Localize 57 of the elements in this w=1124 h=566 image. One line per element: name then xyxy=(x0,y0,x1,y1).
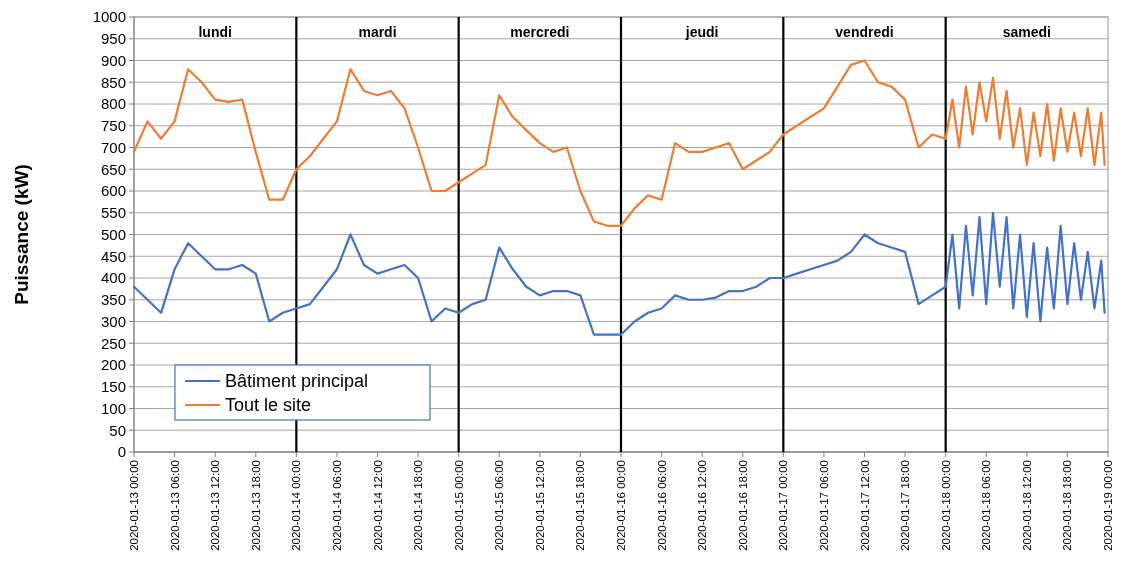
x-tick-label: 2020-01-14 18:00 xyxy=(412,460,425,551)
x-tick-label: 2020-01-18 00:00 xyxy=(939,460,952,551)
y-tick-label: 950 xyxy=(100,30,126,47)
y-tick-label: 350 xyxy=(100,291,126,308)
x-tick-label: 2020-01-16 00:00 xyxy=(615,460,628,551)
y-tick-label: 800 xyxy=(100,95,126,113)
y-tick-label: 400 xyxy=(100,269,126,287)
y-axis-title: Puissance (kW) xyxy=(11,164,32,305)
y-tick-label: 600 xyxy=(100,182,126,200)
y-tick-label: 450 xyxy=(100,247,126,265)
x-tick-label: 2020-01-14 06:00 xyxy=(330,460,343,551)
y-tick-label: 300 xyxy=(100,312,126,330)
y-tick-label: 500 xyxy=(100,225,126,243)
x-tick-label: 2020-01-13 00:00 xyxy=(128,460,141,551)
y-tick-label: 150 xyxy=(100,378,126,395)
x-tick-label: 2020-01-14 12:00 xyxy=(371,460,384,551)
legend-label: Bâtiment principal xyxy=(225,371,369,392)
x-tick-label: 2020-01-13 18:00 xyxy=(249,460,262,551)
annotation: mardi xyxy=(358,23,397,40)
y-tick-label: 50 xyxy=(109,421,126,439)
y-tick-label: 900 xyxy=(100,51,126,69)
x-tick-label: 2020-01-16 12:00 xyxy=(696,460,709,551)
y-tick-label: 850 xyxy=(100,73,126,91)
x-tick-label: 2020-01-18 18:00 xyxy=(1061,460,1074,551)
x-tick-label: 2020-01-16 18:00 xyxy=(736,460,749,551)
x-tick-label: 2020-01-15 06:00 xyxy=(493,460,506,551)
x-tick-label: 2020-01-16 06:00 xyxy=(655,460,668,551)
line-series xyxy=(132,59,1106,227)
x-tick-label: 2020-01-14 00:00 xyxy=(290,460,303,551)
y-tick-label: 100 xyxy=(100,399,126,417)
x-tick-label: 2020-01-15 12:00 xyxy=(533,460,546,551)
annotation: jeudi xyxy=(684,23,719,40)
annotation: vendredi xyxy=(835,23,894,40)
y-tick-label: 250 xyxy=(100,334,126,352)
annotation: samedi xyxy=(1002,23,1051,40)
x-tick-label: 2020-01-17 00:00 xyxy=(777,460,790,551)
x-tick-label: 2020-01-15 18:00 xyxy=(574,460,587,551)
x-tick-label: 2020-01-19 00:00 xyxy=(1102,460,1115,551)
x-tick-label: 2020-01-18 12:00 xyxy=(1020,460,1033,551)
y-tick-label: 200 xyxy=(100,356,126,374)
annotation: lundi xyxy=(198,23,232,40)
y-tick-label: 700 xyxy=(100,138,126,156)
y-tick-label: 0 xyxy=(117,443,126,461)
x-tick-label: 2020-01-13 12:00 xyxy=(209,460,222,551)
y-tick-label: 550 xyxy=(100,204,126,221)
legend-label: Tout le site xyxy=(225,395,312,416)
x-tick-label: 2020-01-18 06:00 xyxy=(980,460,993,551)
x-tick-label: 2020-01-15 00:00 xyxy=(452,460,465,551)
x-tick-label: 2020-01-17 18:00 xyxy=(899,460,912,551)
y-tick-label: 650 xyxy=(100,160,126,178)
annotation: mercredi xyxy=(510,23,570,40)
x-tick-label: 2020-01-17 06:00 xyxy=(817,460,830,551)
x-tick-label: 2020-01-17 12:00 xyxy=(858,460,871,551)
line-series xyxy=(132,211,1106,336)
x-tick-label: 2020-01-13 06:00 xyxy=(168,460,181,551)
y-tick-label: 750 xyxy=(100,117,126,134)
y-tick-label: 1000 xyxy=(92,8,126,26)
